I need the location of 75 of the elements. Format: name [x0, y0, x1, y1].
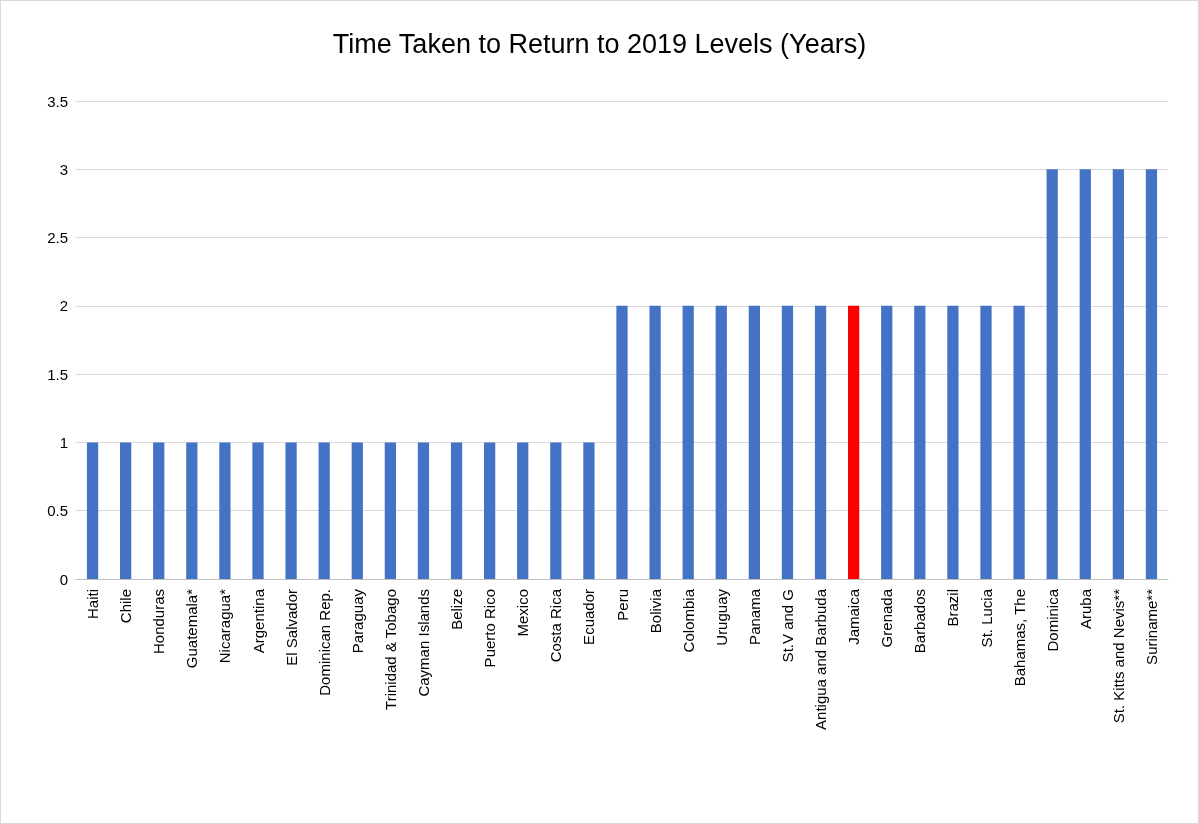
- bar: [252, 442, 264, 579]
- bar: [318, 442, 330, 579]
- x-tick-label: Guatemala*: [183, 588, 201, 669]
- x-tick-label: Ecuador: [580, 589, 598, 645]
- bar: [1013, 305, 1025, 579]
- bar: [748, 305, 760, 579]
- x-tick-label: Trinidad & Tobago: [381, 589, 399, 710]
- x-tick-label: Cayman Islands: [414, 589, 432, 697]
- bar: [484, 442, 496, 579]
- x-tick-label: St. Kitts and Nevis**: [1109, 588, 1127, 724]
- x-tick-label: El Salvador: [282, 589, 300, 666]
- x-tick-label: Uruguay: [712, 588, 730, 646]
- x-tick-label: Antigua and Barbuda: [812, 588, 830, 730]
- x-tick-label: Peru: [613, 589, 631, 621]
- bar: [682, 305, 694, 579]
- bar: [881, 305, 893, 579]
- bar: [649, 305, 661, 579]
- x-tick-label: Chile: [117, 589, 135, 624]
- x-tick-label: Grenada: [878, 588, 896, 648]
- x-tick-label: Bahamas, The: [1010, 589, 1028, 687]
- x-tick-label: Costa Rica: [547, 588, 565, 663]
- bar: [1079, 169, 1091, 579]
- bar: [715, 305, 727, 579]
- bar: [814, 305, 827, 579]
- x-tick-label: Haiti: [84, 589, 102, 620]
- bar: [517, 442, 529, 579]
- x-tick-label: Dominica: [1043, 588, 1061, 652]
- y-tick-label: 2: [59, 297, 68, 315]
- x-tick-label: Aruba: [1076, 588, 1094, 630]
- x-tick-label: Panama: [745, 588, 763, 645]
- bar: [1112, 169, 1124, 579]
- x-tick-label: St.V and G: [778, 589, 796, 663]
- bar: [616, 305, 628, 579]
- bar: [417, 442, 430, 579]
- bar: [285, 442, 297, 579]
- bar: [186, 442, 198, 579]
- x-tick-label: Suriname**: [1142, 588, 1160, 665]
- x-tick-label: Argentina: [249, 588, 267, 654]
- x-tick-label: Bolivia: [646, 588, 664, 634]
- x-tick-label: Belize: [448, 589, 466, 630]
- bar: [219, 442, 231, 579]
- bar: [351, 442, 363, 579]
- x-tick-label: Puerto Rico: [481, 589, 499, 668]
- chart-title: Time Taken to Return to 2019 Levels (Years): [332, 28, 867, 59]
- y-tick-label: 1.5: [47, 365, 68, 383]
- bar: [384, 442, 396, 579]
- bar: [153, 442, 165, 579]
- y-tick-label: 0.5: [47, 502, 68, 520]
- x-tick-label: St. Lucia: [977, 588, 995, 648]
- y-tick-label: 3: [59, 160, 68, 178]
- bar: [86, 442, 99, 579]
- x-tick-label: Paraguay: [348, 588, 366, 654]
- x-tick-label: Mexico: [514, 589, 532, 637]
- x-tick-label: Brazil: [944, 589, 962, 627]
- y-tick-label: 1: [59, 433, 68, 451]
- x-tick-label: Honduras: [150, 589, 168, 655]
- bar: [450, 442, 463, 579]
- bar: [914, 305, 926, 579]
- bar: [848, 305, 860, 579]
- bar: [1145, 169, 1158, 579]
- x-tick-label: Jamaica: [845, 588, 863, 645]
- bar: [120, 442, 132, 579]
- x-tick-label: Nicaragua*: [216, 588, 234, 664]
- bar: [550, 442, 562, 579]
- x-tick-label: Barbados: [911, 589, 929, 654]
- x-tick-label: Colombia: [679, 588, 697, 653]
- x-tick-label: Dominican Rep.: [315, 589, 333, 696]
- bar: [980, 305, 992, 579]
- bar: [1046, 169, 1058, 579]
- bar: [583, 442, 595, 579]
- y-tick-label: 0: [59, 570, 68, 588]
- y-tick-label: 3.5: [47, 92, 68, 110]
- y-tick-label: 2.5: [47, 229, 68, 247]
- bar: [781, 305, 794, 579]
- bar: [947, 305, 959, 579]
